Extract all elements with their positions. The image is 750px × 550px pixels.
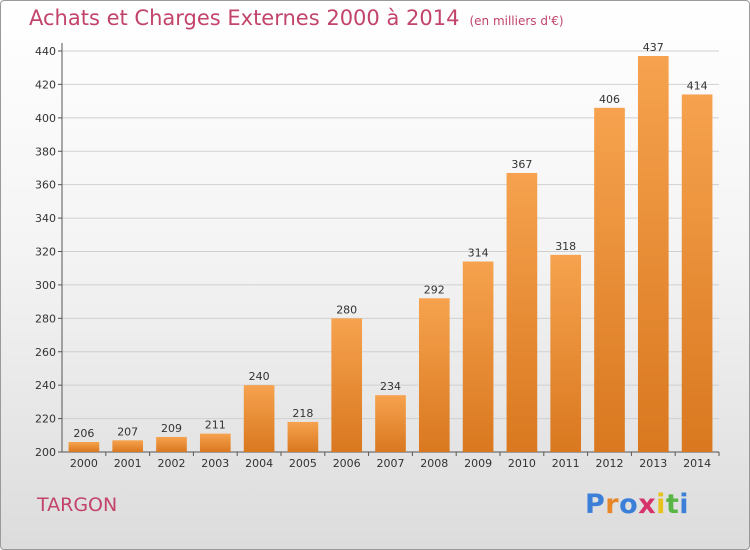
y-tick-label: 440 [35, 45, 56, 58]
data-label-2000: 206 [73, 427, 94, 440]
bar-2008 [418, 298, 450, 452]
data-label-2011: 318 [555, 240, 576, 253]
y-tick-label: 420 [35, 78, 56, 91]
chart-subtitle: (en milliers d'€) [469, 14, 564, 28]
bar-2010 [506, 172, 538, 453]
x-tick-label-2012: 2012 [596, 457, 624, 470]
bar-2005 [287, 421, 319, 452]
data-label-2004: 240 [249, 370, 270, 383]
bar-2013 [637, 56, 669, 452]
labels: 200 220 240 260 280 300 320 340 360 380 400 420 440 2… [35, 41, 711, 470]
data-label-2006: 280 [336, 303, 357, 316]
y-tick-label: 300 [35, 279, 56, 292]
logo-letter: o [619, 489, 639, 520]
data-label-2012: 406 [599, 93, 620, 106]
chart-title-text: Achats et Charges Externes 2000 à 2014 [29, 6, 460, 30]
data-label-2002: 209 [161, 422, 182, 435]
proxiti-logo: Proxiti [585, 489, 689, 520]
data-label-2009: 314 [468, 247, 489, 260]
x-tick-label-2000: 2000 [70, 457, 98, 470]
logo-letter: t [665, 489, 680, 520]
x-tick-label-2008: 2008 [420, 457, 448, 470]
chart-title: Achats et Charges Externes 2000 à 2014 (e… [29, 6, 564, 30]
bar-2014 [681, 94, 713, 453]
y-tick-label: 400 [35, 112, 56, 125]
data-label-2013: 437 [643, 41, 664, 54]
bar-2011 [550, 254, 582, 452]
logo-letter: i [656, 489, 666, 520]
y-tick-label: 380 [35, 145, 56, 158]
bar-2004 [243, 385, 275, 452]
y-tick-label: 320 [35, 246, 56, 259]
data-label-2010: 367 [511, 158, 532, 171]
x-tick-label-2014: 2014 [683, 457, 711, 470]
logo-letter: r [605, 489, 620, 520]
data-label-2001: 207 [117, 425, 138, 438]
x-tick-label-2010: 2010 [508, 457, 536, 470]
data-label-2003: 211 [205, 419, 226, 432]
data-label-2005: 218 [292, 407, 313, 420]
logo-letter: i [679, 489, 690, 520]
y-tick-label: 340 [35, 212, 56, 225]
x-tick-label-2004: 2004 [245, 457, 273, 470]
y-tick-label: 260 [35, 346, 56, 359]
logo-letter: x [638, 489, 657, 520]
bar-2003 [199, 433, 231, 452]
data-label-2014: 414 [687, 79, 708, 92]
data-label-2007: 234 [380, 380, 401, 393]
bar-2002 [156, 436, 187, 452]
x-tick-label-2001: 2001 [114, 457, 142, 470]
bar-2001 [112, 440, 144, 452]
y-tick-label: 280 [35, 312, 56, 325]
bars [68, 56, 713, 453]
x-tick-label-2009: 2009 [464, 457, 492, 470]
place-label: TARGON [37, 494, 118, 516]
logo-letter: P [585, 489, 606, 520]
y-tick-label: 200 [35, 446, 56, 459]
bar-2012 [594, 107, 625, 452]
bar-2000 [68, 441, 100, 452]
x-tick-label-2002: 2002 [158, 457, 186, 470]
bar-2006 [331, 318, 363, 452]
x-tick-label-2011: 2011 [552, 457, 580, 470]
x-tick-label-2007: 2007 [377, 457, 405, 470]
bar-2009 [462, 261, 494, 452]
x-tick-label-2003: 2003 [201, 457, 229, 470]
y-tick-label: 220 [35, 413, 56, 426]
x-tick-label-2005: 2005 [289, 457, 317, 470]
x-tick-label-2013: 2013 [639, 457, 667, 470]
data-label-2008: 292 [424, 283, 445, 296]
y-tick-label: 360 [35, 179, 56, 192]
x-tick-label-2006: 2006 [333, 457, 361, 470]
y-tick-label: 240 [35, 379, 56, 392]
bar-2007 [375, 395, 406, 452]
